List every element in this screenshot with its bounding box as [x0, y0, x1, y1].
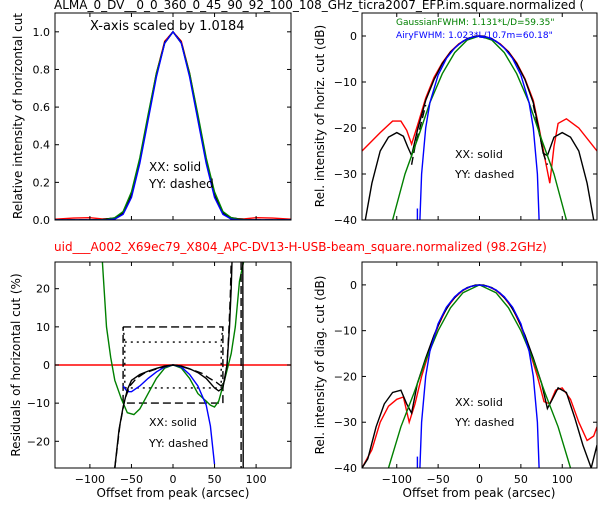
- y-tick-label: 0: [350, 30, 357, 43]
- x-tick-label: 100: [246, 473, 267, 486]
- y-tick-label: 0.2: [33, 176, 51, 189]
- scale-note: X-axis scaled by 1.0184: [90, 19, 245, 34]
- y-tick-label: 0.0: [33, 214, 51, 227]
- panel-top-left-ticks: 0.0 0.2 0.4 0.6 0.8 1.0: [33, 13, 291, 227]
- y-tick-label: −40: [334, 462, 357, 475]
- panel-bottom-left-legend-xx: XX: solid: [149, 416, 197, 429]
- panel-bottom-right-xlabel: Offset from peak (arcsec): [403, 486, 556, 500]
- y-tick-label: 20: [36, 283, 50, 296]
- x-tick-label: 50: [208, 473, 222, 486]
- y-tick-label: −20: [27, 435, 50, 448]
- panel-top-left-legend-yy: YY: dashed: [148, 177, 214, 191]
- panel-bottom-left-xlabel: Offset from peak (arcsec): [97, 486, 250, 500]
- series-line-bl-8: [114, 262, 233, 468]
- series-line-tr-5: [419, 35, 540, 220]
- x-tick-label: 50: [514, 473, 528, 486]
- panel-bottom-left-legend-yy: YY: dashed: [148, 437, 208, 450]
- panel-bottom-right: −100 −50 0 50 100−40−30−20−100 Rel. intensit…: [313, 261, 598, 500]
- y-tick-label: 0.8: [33, 63, 51, 76]
- x-tick-label: −100: [75, 473, 105, 486]
- middle-title: uid___A002_X69ec79_X804_APC-DV13-H-USB-b…: [54, 240, 547, 254]
- panel-top-left-ylabel: Relative intensity of horizontal cut: [11, 13, 25, 219]
- x-tick-label: 0: [170, 473, 177, 486]
- y-tick-label: −20: [334, 370, 357, 383]
- panel-bottom-right-ticks: −100 −50 0 50 100−40−30−20−100: [334, 262, 597, 486]
- series-line-bl-1: [122, 326, 224, 404]
- y-tick-label: 10: [36, 321, 50, 334]
- panel-top-right-legend-xx: XX: solid: [455, 148, 503, 161]
- panel-top-right: −40 −30 −20 −10 0 Rel. intensity of horiz. c…: [313, 12, 598, 227]
- panel-bottom-left-series: [55, 262, 291, 468]
- gaussian-fwhm-note: GaussianFWHM: 1.131*L/D=59.35": [396, 18, 554, 28]
- y-tick-label: 1.0: [33, 26, 51, 39]
- panel-bottom-right-legend-yy: YY: dashed: [454, 416, 514, 429]
- y-tick-label: −20: [334, 122, 357, 135]
- x-tick-label: −100: [382, 473, 412, 486]
- panel-top-left-series: [55, 30, 291, 220]
- series-line-tl-4: [55, 30, 291, 220]
- panel-top-left: 0.0 0.2 0.4 0.6 0.8 1.0 Relative intensity of…: [11, 12, 292, 227]
- y-tick-label: −10: [334, 76, 357, 89]
- x-tick-label: 0: [476, 473, 483, 486]
- y-tick-label: −30: [334, 416, 357, 429]
- y-tick-label: −10: [27, 397, 50, 410]
- panel-bottom-right-ylabel: Rel. intensity of diag. cut (dB): [313, 276, 327, 455]
- panel-top-right-series: [362, 35, 597, 220]
- panel-top-right-legend-yy: YY: dashed: [454, 168, 514, 181]
- y-tick-label: 0.6: [33, 101, 51, 114]
- panel-top-right-ylabel: Rel. intensity of horiz. cut (dB): [313, 25, 327, 207]
- y-tick-label: −40: [334, 214, 357, 227]
- airy-fwhm-note: AiryFWHM: 1.023*L/10.7m=60.18": [396, 31, 553, 41]
- series-line-br-3: [419, 284, 540, 468]
- panel-top-left-legend-xx: XX: solid: [149, 160, 201, 174]
- y-tick-label: 0: [350, 279, 357, 292]
- panel-bottom-right-series: [362, 284, 597, 468]
- x-tick-label: 100: [552, 473, 573, 486]
- panel-top-right-ticks: −40 −30 −20 −10 0: [334, 13, 597, 227]
- y-tick-label: 0: [43, 359, 50, 372]
- figure-title: ALMA_0_DV__0_0_360_0_45_90_92_100_108_GH…: [54, 0, 584, 12]
- series-line-tr-3: [532, 104, 549, 166]
- series-line-bl-9: [114, 262, 232, 468]
- y-tick-label: −10: [334, 325, 357, 338]
- panel-bottom-right-legend-xx: XX: solid: [455, 396, 503, 409]
- x-tick-label: −50: [120, 473, 143, 486]
- panel-bottom-left-ylabel: Residuals of horizontal cut (%): [9, 273, 23, 456]
- y-tick-label: 0.4: [33, 139, 51, 152]
- x-tick-label: −50: [427, 473, 450, 486]
- y-tick-label: −30: [334, 168, 357, 181]
